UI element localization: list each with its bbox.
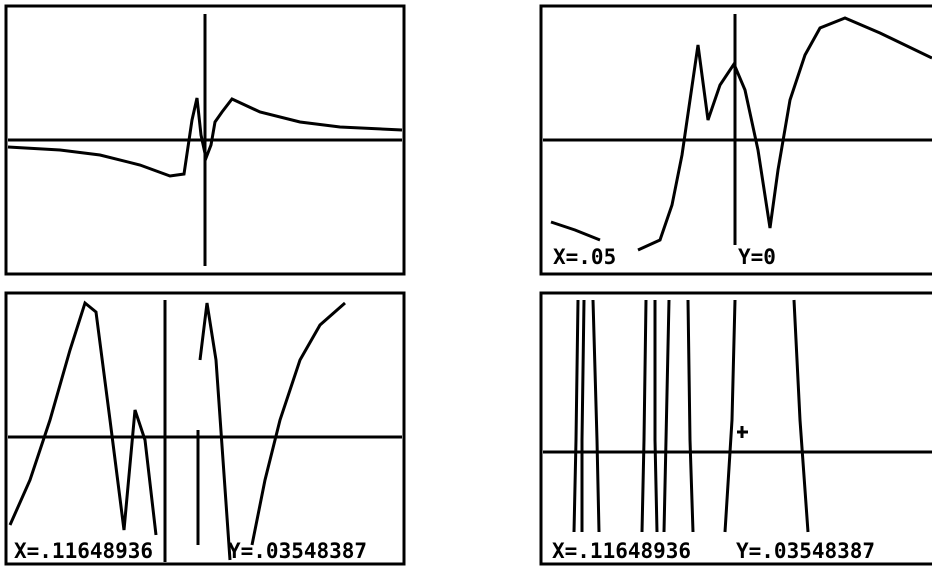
x-readout: X=.05 — [553, 245, 616, 269]
y-readout: Y=.03548387 — [736, 539, 875, 563]
x-readout: X=.11648936 — [14, 539, 153, 563]
screen-frame — [6, 293, 404, 564]
calculator-screens: X=.05 Y=0 X=.11648936 Y=.03548387 X=.116… — [0, 0, 932, 566]
y-readout: Y=0 — [738, 245, 776, 269]
screen-top-left — [6, 6, 404, 274]
screen-bottom-right: X=.11648936 Y=.03548387 — [541, 293, 932, 564]
x-readout: X=.11648936 — [552, 539, 691, 563]
page: X=.05 Y=0 X=.11648936 Y=.03548387 X=.116… — [0, 0, 932, 566]
y-readout: Y=.03548387 — [228, 539, 367, 563]
screen-top-right: X=.05 Y=0 — [541, 6, 932, 274]
screen-bottom-left: X=.11648936 Y=.03548387 — [6, 293, 404, 564]
